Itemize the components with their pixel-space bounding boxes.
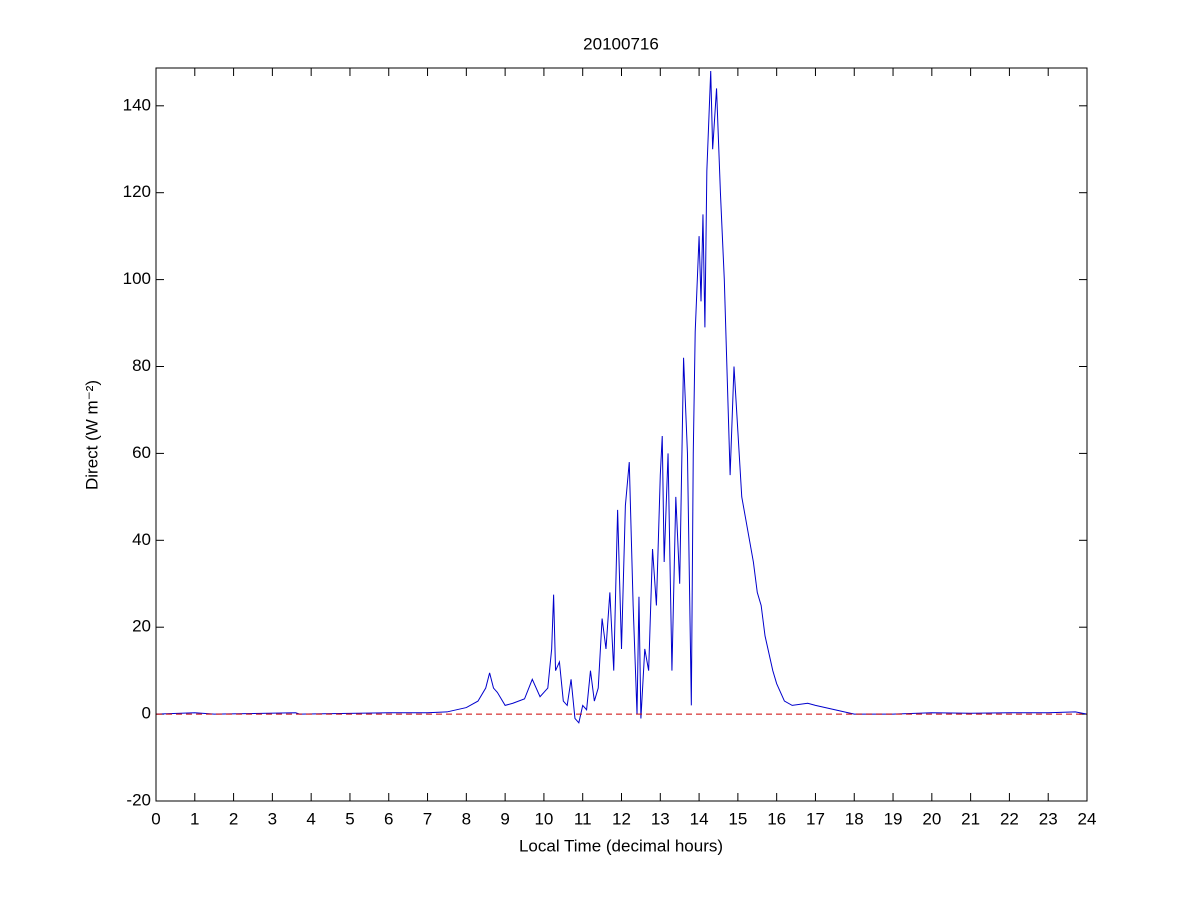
x-tick-label: 19 [884, 809, 903, 828]
x-tick-label: 9 [500, 809, 509, 828]
x-tick-label: 17 [806, 809, 825, 828]
x-tick-label: 1 [190, 809, 199, 828]
y-tick-label: -20 [126, 790, 151, 809]
y-axis-label: Direct (W m⁻²) [82, 380, 101, 490]
x-tick-label: 22 [1000, 809, 1019, 828]
x-tick-label: 16 [767, 809, 786, 828]
x-tick-label: 0 [151, 809, 160, 828]
y-tick-label: 20 [132, 617, 151, 636]
y-tick-label: 100 [123, 269, 151, 288]
plot-frame [155, 67, 1088, 802]
y-tick-label: 80 [132, 356, 151, 375]
y-tick-label: 40 [132, 530, 151, 549]
x-tick-label: 20 [922, 809, 941, 828]
x-tick-label: 2 [229, 809, 238, 828]
x-tick-label: 14 [690, 809, 709, 828]
chart-title: 20100716 [583, 34, 659, 53]
x-tick-label: 7 [423, 809, 432, 828]
x-tick-label: 18 [845, 809, 864, 828]
x-tick-label: 8 [462, 809, 471, 828]
x-tick-label: 24 [1078, 809, 1097, 828]
x-tick-label: 4 [306, 809, 315, 828]
x-tick-label: 3 [268, 809, 277, 828]
x-tick-label: 11 [574, 809, 592, 828]
x-tick-label: 15 [728, 809, 747, 828]
x-tick-label: 13 [651, 809, 670, 828]
y-tick-label: 140 [123, 95, 151, 114]
data-line [155, 71, 1088, 724]
x-tick-label: 6 [384, 809, 393, 828]
x-tick-label: 5 [345, 809, 354, 828]
x-tick-label: 21 [961, 809, 980, 828]
x-axis-label: Local Time (decimal hours) [519, 836, 723, 855]
y-tick-label: 0 [142, 704, 151, 723]
x-tick-label: 23 [1039, 809, 1058, 828]
y-tick-label: 120 [123, 182, 151, 201]
x-tick-label: 12 [612, 809, 631, 828]
y-tick-label: 60 [132, 443, 151, 462]
x-tick-label: 10 [534, 809, 553, 828]
